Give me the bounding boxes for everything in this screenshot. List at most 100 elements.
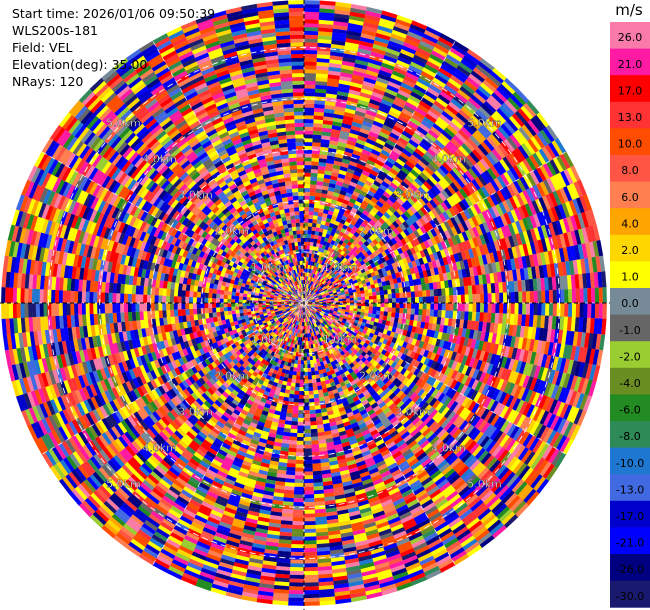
gate	[319, 337, 324, 342]
gate	[415, 200, 424, 209]
gate	[431, 260, 438, 269]
gate	[322, 298, 327, 300]
gate	[417, 399, 427, 409]
gate	[441, 60, 457, 72]
gate	[294, 475, 304, 480]
gate	[475, 246, 482, 257]
gate	[367, 155, 378, 164]
gate	[378, 282, 383, 288]
gate	[311, 305, 316, 308]
gate	[402, 286, 408, 293]
gate	[514, 481, 528, 496]
gate	[582, 273, 588, 289]
gate	[402, 555, 418, 565]
gate	[423, 565, 440, 577]
gate	[417, 103, 430, 114]
gate	[331, 315, 336, 319]
gate	[562, 217, 571, 233]
gate	[304, 57, 317, 62]
gate	[344, 45, 359, 52]
gate	[389, 279, 395, 285]
gate	[452, 179, 463, 191]
gate	[326, 230, 332, 235]
gate	[321, 265, 326, 270]
gate	[376, 425, 386, 433]
gate	[532, 278, 538, 292]
gate	[378, 401, 387, 409]
gate	[350, 3, 368, 11]
gate	[331, 244, 337, 250]
gate	[379, 315, 384, 320]
gate	[491, 131, 504, 144]
gate	[317, 263, 322, 268]
gate	[426, 448, 438, 458]
gate	[329, 318, 334, 322]
gate	[344, 147, 354, 154]
gate	[509, 425, 520, 439]
gate	[306, 348, 310, 353]
gate	[303, 590, 320, 595]
gate	[405, 524, 419, 535]
gate	[443, 57, 459, 69]
gate	[307, 241, 311, 246]
gate	[386, 270, 392, 276]
gate	[402, 220, 410, 229]
gate	[424, 29, 440, 41]
gate	[427, 163, 437, 173]
gate	[396, 425, 406, 434]
gate	[341, 267, 346, 272]
gate	[337, 295, 342, 298]
gate	[338, 299, 343, 302]
gate	[329, 295, 335, 298]
gate	[380, 194, 389, 202]
gate	[406, 330, 412, 338]
gate	[532, 339, 539, 353]
gate	[303, 555, 318, 560]
gate	[331, 328, 336, 333]
gate	[429, 219, 437, 229]
gate	[352, 225, 359, 232]
gate	[355, 228, 362, 235]
gate	[521, 204, 530, 218]
gate	[577, 228, 586, 245]
gate	[376, 173, 386, 181]
gate	[432, 438, 443, 449]
gate	[493, 89, 508, 103]
gate	[351, 153, 361, 160]
gate	[437, 392, 446, 403]
gate	[529, 291, 535, 304]
gate	[547, 383, 556, 398]
gate	[304, 207, 310, 212]
gate	[439, 531, 455, 543]
gate	[415, 378, 423, 387]
gate	[348, 290, 353, 294]
gate	[305, 295, 307, 300]
gate	[333, 276, 339, 281]
gate	[348, 89, 361, 96]
gate	[314, 318, 318, 323]
gate	[330, 278, 336, 283]
gate	[384, 324, 390, 331]
gate	[418, 141, 430, 152]
gate	[365, 109, 377, 117]
gate	[347, 184, 356, 191]
gate	[555, 371, 564, 387]
gate	[509, 313, 515, 326]
gate	[503, 346, 511, 358]
gate	[333, 331, 339, 336]
gate	[312, 146, 321, 151]
gate	[317, 286, 322, 291]
gate	[413, 314, 419, 322]
gate	[330, 299, 335, 302]
gate	[364, 206, 372, 214]
gate	[489, 273, 495, 284]
gate	[414, 339, 421, 348]
gate	[314, 397, 320, 403]
gate	[503, 138, 515, 153]
gate	[529, 170, 540, 185]
gate	[493, 377, 501, 389]
gate	[326, 305, 331, 308]
gate	[472, 91, 487, 104]
gate	[323, 282, 328, 287]
gate	[395, 272, 401, 279]
